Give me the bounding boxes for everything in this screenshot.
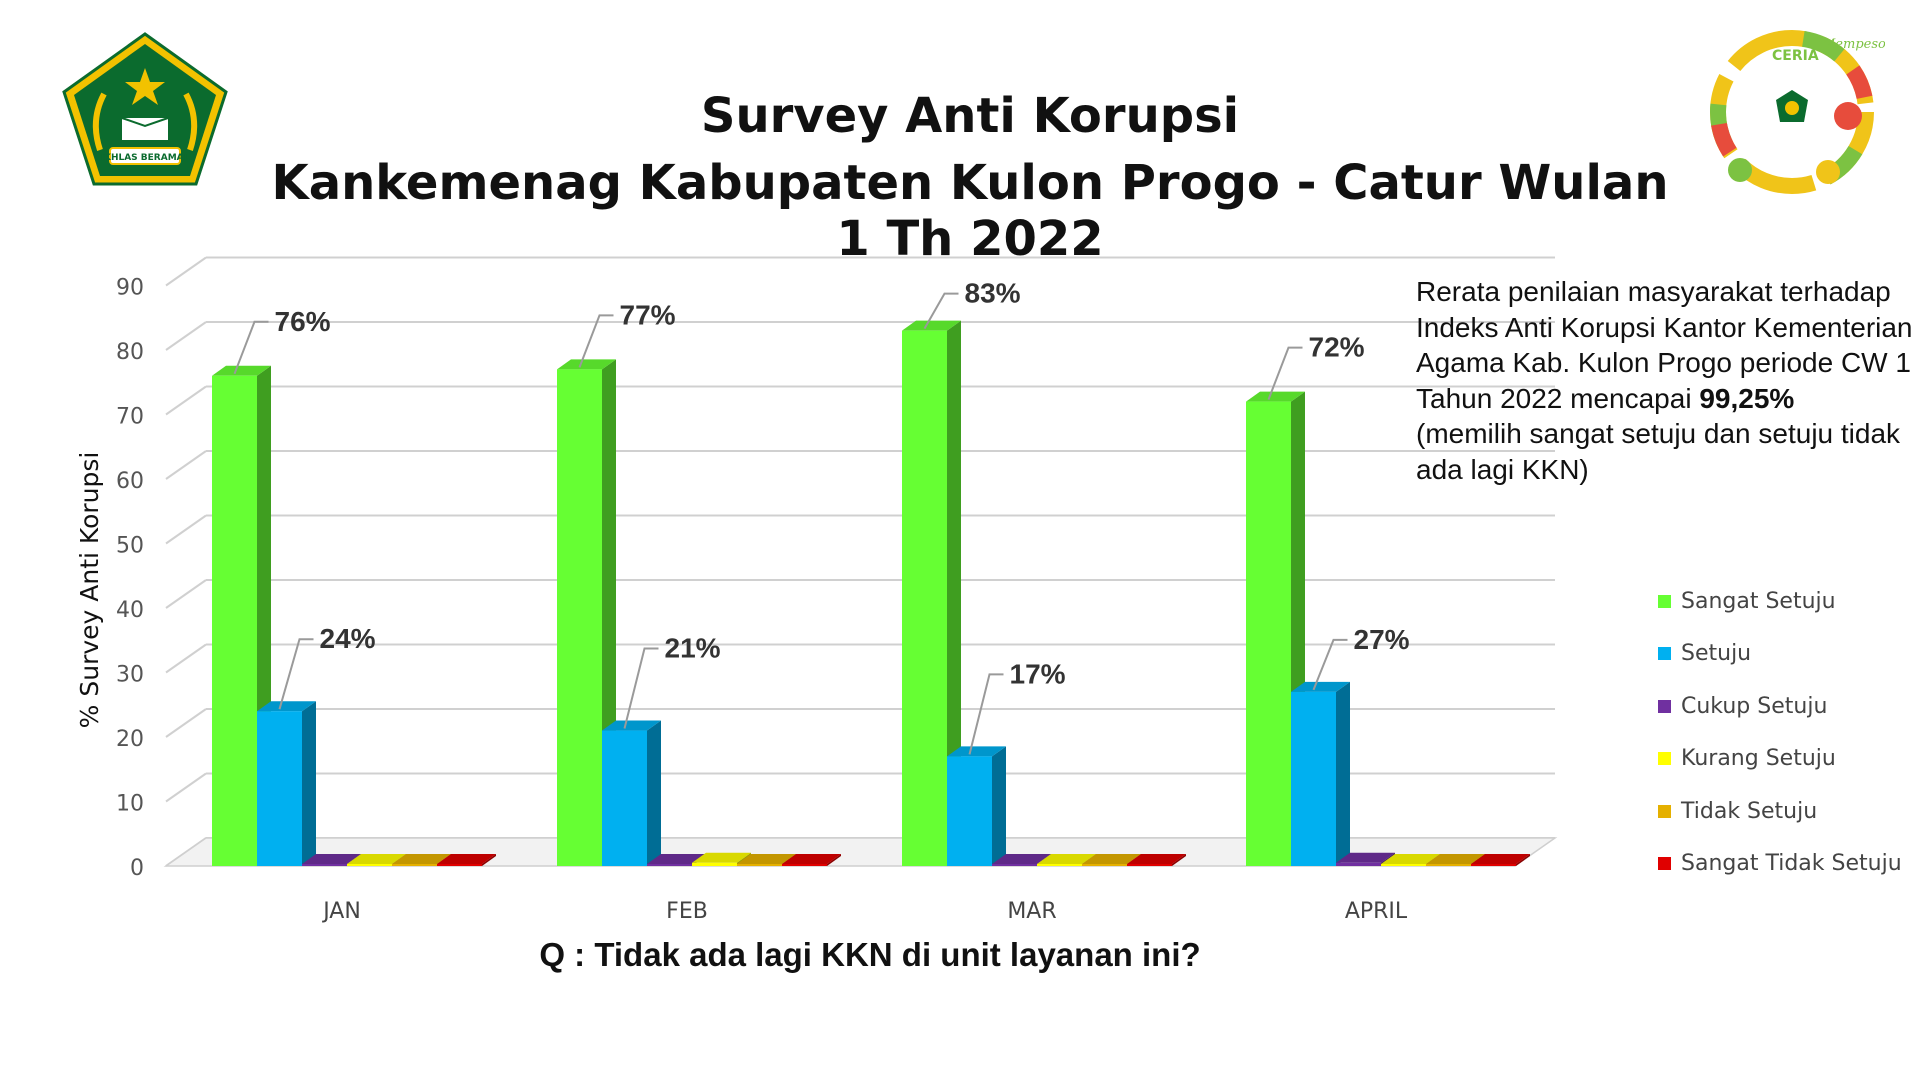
gridline-depth [165,256,207,287]
data-labels: 76% 24% 77% 21% 83% 17% 72% 27% [233,278,1410,755]
y-axis-label: % Survey Anti Korupsi [75,452,104,729]
summary-note: Rerata penilaian masyarakat terhadap Ind… [1416,274,1916,487]
gridline-depth [165,643,207,674]
data-label: 27% [1354,624,1410,655]
leader-line [923,292,959,330]
data-label: 83% [965,278,1021,309]
data-label: 21% [665,633,721,664]
legend-swatch [1658,647,1671,661]
summary-note-text: Rerata penilaian masyarakat terhadap Ind… [1416,276,1913,414]
bar-sangat-tidak-setuju-feb [782,854,841,866]
y-tick-label: 10 [116,792,144,817]
x-tick-label: APRIL [1345,899,1408,924]
legend-item: Tidak Setuju [1658,785,1902,838]
summary-note-highlight: 99,25% [1699,382,1795,414]
chart-title-line2: Kankemenag Kabupaten Kulon Progo - Catur… [271,155,1669,267]
summary-note-subtext: (memilih sangat setuju dan setuju tidak … [1416,418,1901,485]
gridline-depth [165,772,207,803]
data-label: 72% [1309,332,1365,363]
y-tick-label: 80 [116,340,144,365]
chart-bars [212,320,1530,866]
y-tick-label: 30 [116,663,144,688]
survey-question: Q : Tidak ada lagi KKN di unit layanan i… [539,936,1201,973]
legend-label: Kurang Setuju [1681,746,1836,772]
legend-label: Sangat Tidak Setuju [1681,851,1902,877]
leader-line [1312,638,1348,691]
legend-item: Sangat Setuju [1658,575,1902,628]
bar-setuju-april [1291,681,1350,866]
leader-line [623,647,659,729]
y-tick-label: 20 [116,727,144,752]
chart-legend: Sangat Setuju Setuju Cukup Setuju Kurang Se… [1658,575,1902,890]
y-tick-label: 60 [116,469,144,494]
logo-banner-text: IKHLAS BERAMAL [101,153,190,163]
bar-sangat-tidak-setuju-mar [1127,854,1186,866]
bar-setuju-mar [947,746,1006,866]
x-tick-label: FEB [666,899,708,924]
bar-sangat-tidak-setuju-jan [437,854,496,866]
gridline-depth [165,579,207,609]
legend-swatch [1658,857,1671,871]
data-label: 17% [1010,658,1066,689]
kemenag-emblem-icon: IKHLAS BERAMAL [60,30,230,195]
gridline-depth [165,514,207,545]
data-label: 77% [620,299,676,330]
logo-ceria-word: CERIA [1772,48,1819,64]
bar-sangat-setuju-mar [902,320,961,866]
legend-item: Cukup Setuju [1658,680,1902,733]
y-tick-label: 70 [116,405,144,430]
legend-item: Kurang Setuju [1658,733,1902,786]
gridline-depth [165,385,207,416]
data-label: 24% [320,623,376,654]
bar-sangat-tidak-setuju-april [1471,854,1530,866]
legend-swatch [1658,699,1671,713]
legend-item: Sangat Tidak Setuju [1658,838,1902,891]
chart-title-line1: Survey Anti Korupsi [700,88,1240,144]
x-axis: JAN FEB MAR APRIL [321,899,1408,924]
leader-line [968,673,1004,755]
legend-swatch [1658,752,1671,766]
bar-setuju-feb [602,720,661,866]
leader-line [1267,346,1303,400]
x-tick-label: MAR [1007,899,1056,924]
chart-grid [163,256,1558,867]
ceria-emblem-icon: CERIA Mempesona [1700,20,1902,200]
gridline-depth [165,321,207,351]
leader-line [233,320,269,375]
legend-label: Sangat Setuju [1681,588,1836,614]
legend-item: Setuju [1658,628,1902,681]
gridline-depth [165,450,207,480]
bar-sangat-setuju-april [1246,391,1305,866]
y-tick-label: 90 [116,276,144,301]
bar-setuju-jan [257,701,316,866]
legend-label: Tidak Setuju [1681,798,1818,824]
gridline-depth [165,708,207,738]
leader-line [578,314,614,368]
y-axis: 0 10 20 30 40 50 60 70 80 90 [116,276,144,882]
legend-label: Cukup Setuju [1681,693,1828,719]
logo-script-word: Mempesona [1821,37,1885,52]
legend-label: Setuju [1681,641,1752,667]
y-tick-label: 0 [130,856,144,881]
legend-swatch [1658,804,1671,818]
y-tick-label: 40 [116,598,144,623]
leader-line [278,638,314,710]
legend-swatch [1658,594,1671,608]
y-tick-label: 50 [116,534,144,559]
x-tick-label: JAN [321,899,361,924]
data-label: 76% [275,306,331,337]
